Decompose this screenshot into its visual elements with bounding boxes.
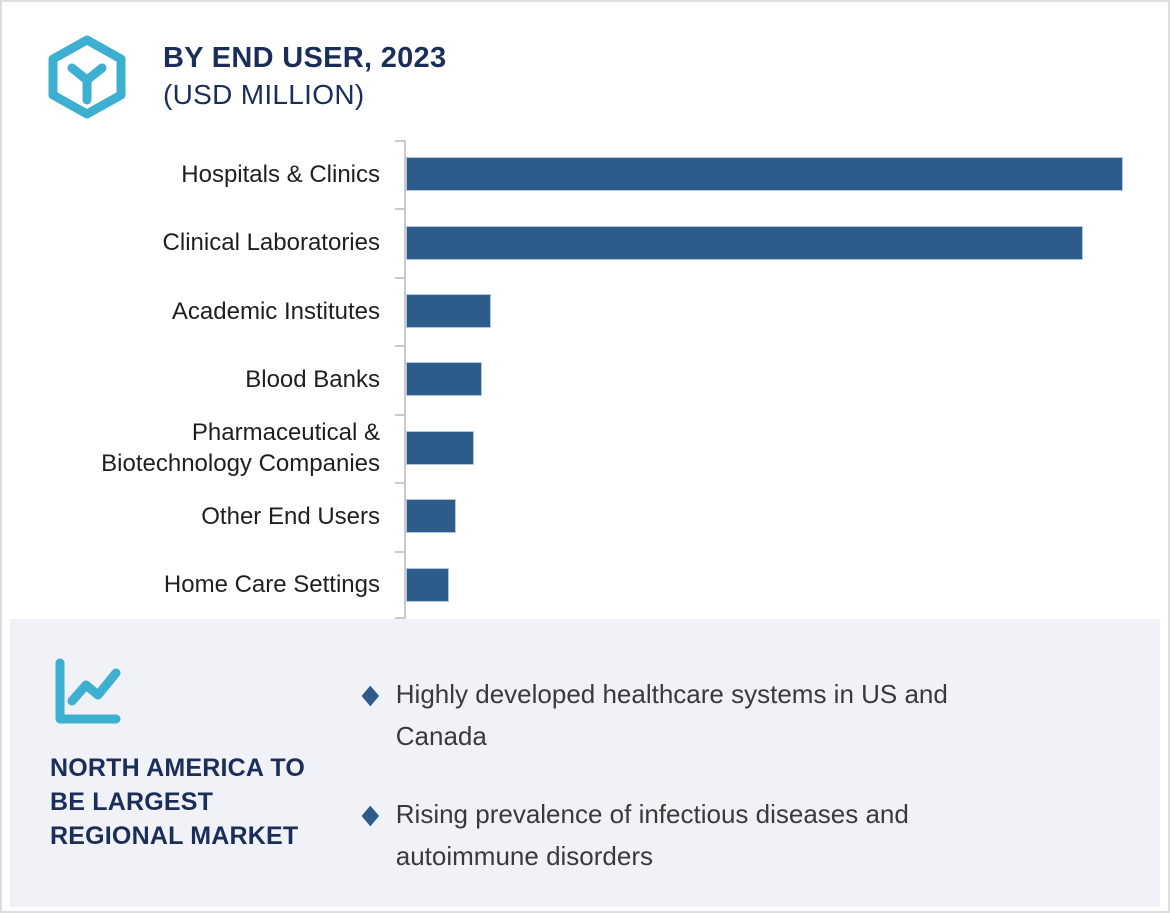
hexagon-cube-icon <box>48 35 126 119</box>
bar-track <box>406 551 1168 619</box>
bar <box>406 157 1124 192</box>
chart-header: BY END USER, 2023 (USD MILLION) <box>2 2 1168 119</box>
bar <box>406 499 457 534</box>
bar-track <box>406 345 1168 413</box>
bar <box>406 362 483 397</box>
insight-heading-line: REGIONAL MARKET <box>50 822 299 850</box>
category-label: Academic Institutes <box>171 297 380 325</box>
bar-track <box>406 208 1168 276</box>
bar-row: Blood Banks <box>2 345 1168 413</box>
bullet-text: Highly developed healthcare systems in U… <box>395 679 948 751</box>
trend-line-chart-icon <box>55 658 121 724</box>
bar-rows: Hospitals & Clinics Clinical Laboratorie… <box>2 140 1168 619</box>
bar-chart: Hospitals & Clinics Clinical Laboratorie… <box>2 140 1168 619</box>
bar <box>406 430 474 465</box>
insight-panel: NORTH AMERICA TO BE LARGEST REGIONAL MAR… <box>10 619 1160 907</box>
axis-tick <box>395 208 405 210</box>
bullet-item: ◆ Highly developed healthcare systems in… <box>360 673 1120 757</box>
insight-heading-line: NORTH AMERICA TO <box>50 754 306 782</box>
bar-row: Home Care Settings <box>2 551 1168 619</box>
category-label: Hospitals & Clinics <box>181 160 380 188</box>
bar-track <box>406 482 1168 550</box>
bar-track <box>406 414 1168 482</box>
category-label: Other End Users <box>201 502 380 530</box>
axis-tick <box>395 414 405 416</box>
category-label: Blood Banks <box>245 365 380 393</box>
bar-row: Other End Users <box>2 482 1168 550</box>
bullet-text: Rising prevalence of infectious diseases… <box>395 799 909 871</box>
category-axis-line <box>404 140 406 619</box>
category-label: Home Care Settings <box>163 571 380 599</box>
insight-heading-line: BE LARGEST <box>50 788 214 816</box>
diamond-bullet-icon: ◆ <box>361 679 380 709</box>
chart-title-block: BY END USER, 2023 (USD MILLION) <box>163 35 446 113</box>
bar-row: Clinical Laboratories <box>2 208 1168 276</box>
bar-row: Pharmaceutical & Biotechnology Companies <box>2 414 1168 482</box>
insight-panel-left: NORTH AMERICA TO BE LARGEST REGIONAL MAR… <box>50 657 360 907</box>
bar <box>406 225 1084 260</box>
bar-row: Hospitals & Clinics <box>2 140 1168 208</box>
bar-track <box>406 277 1168 345</box>
insight-bullet-list: ◆ Highly developed healthcare systems in… <box>360 657 1120 907</box>
axis-tick <box>395 482 405 484</box>
bar <box>406 294 492 329</box>
category-label: Pharmaceutical & Biotechnology Companies <box>101 418 380 477</box>
axis-tick <box>395 551 405 553</box>
bar <box>406 567 449 602</box>
category-label: Clinical Laboratories <box>162 229 380 257</box>
axis-tick <box>395 140 405 142</box>
axis-tick <box>395 617 405 619</box>
axis-tick <box>395 345 405 347</box>
insight-heading: NORTH AMERICA TO BE LARGEST REGIONAL MAR… <box>50 751 360 853</box>
chart-title: BY END USER, 2023 <box>163 42 447 74</box>
diamond-bullet-icon: ◆ <box>361 799 380 829</box>
chart-subtitle: (USD MILLION) <box>163 79 365 110</box>
bar-track <box>406 140 1168 208</box>
bullet-item: ◆ Rising prevalence of infectious diseas… <box>360 793 1120 877</box>
bar-row: Academic Institutes <box>2 277 1168 345</box>
axis-tick <box>395 277 405 279</box>
